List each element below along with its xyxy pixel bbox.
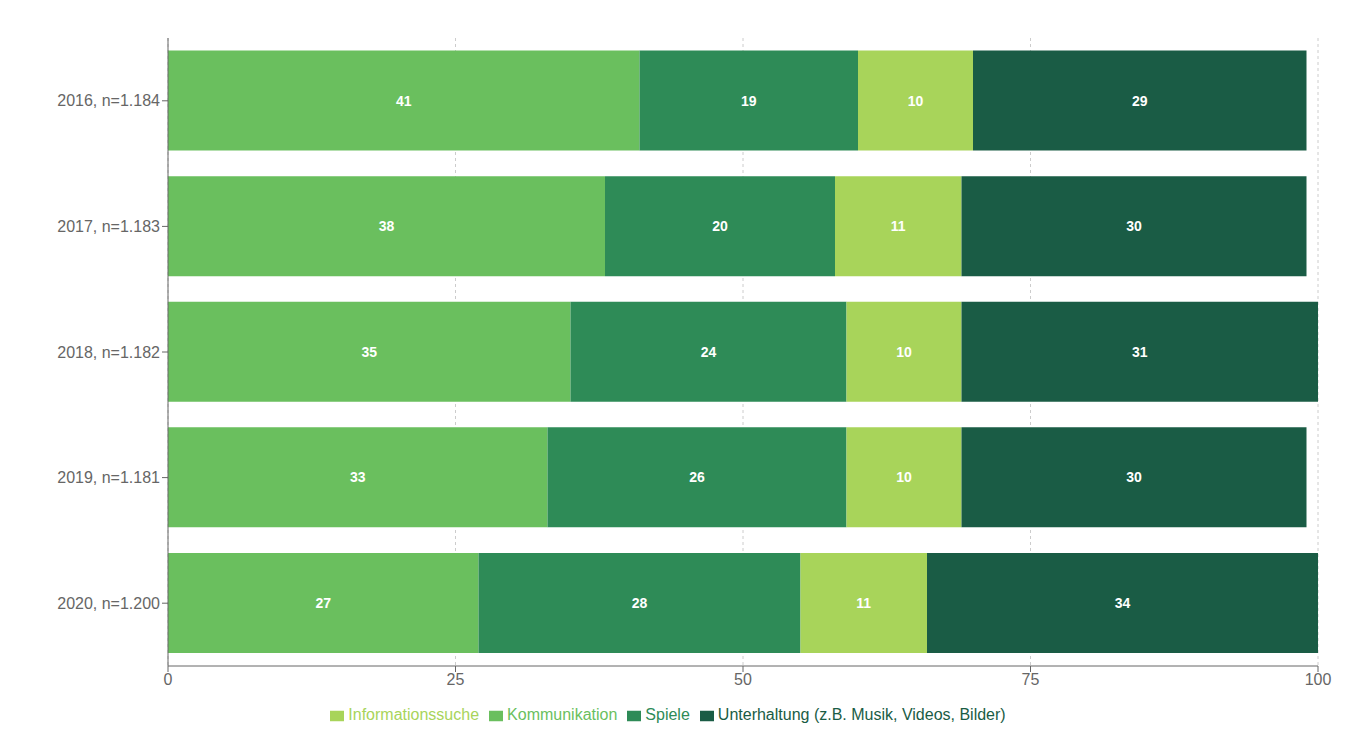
svg-text:25: 25 (447, 671, 465, 688)
svg-text:75: 75 (1022, 671, 1040, 688)
svg-text:100: 100 (1305, 671, 1332, 688)
svg-text:2020, n=1.200: 2020, n=1.200 (57, 595, 160, 612)
svg-text:50: 50 (734, 671, 752, 688)
svg-text:11: 11 (891, 218, 906, 234)
svg-text:20: 20 (712, 218, 728, 234)
svg-text:26: 26 (689, 469, 705, 485)
svg-text:33: 33 (350, 469, 366, 485)
svg-text:41: 41 (396, 93, 412, 109)
svg-text:29: 29 (1132, 93, 1148, 109)
svg-text:38: 38 (379, 218, 395, 234)
svg-text:10: 10 (896, 344, 912, 360)
svg-text:35: 35 (361, 344, 377, 360)
svg-text:30: 30 (1126, 218, 1142, 234)
svg-text:2018, n=1.182: 2018, n=1.182 (57, 344, 160, 361)
svg-text:2016, n=1.184: 2016, n=1.184 (57, 92, 160, 109)
svg-text:2019, n=1.181: 2019, n=1.181 (57, 469, 160, 486)
svg-text:11: 11 (856, 595, 871, 611)
svg-text:28: 28 (632, 595, 648, 611)
html-text:Spiele: Spiele (645, 706, 690, 723)
svg-text:24: 24 (701, 344, 717, 360)
svg-text:27: 27 (315, 595, 331, 611)
svg-text:2017, n=1.183: 2017, n=1.183 (57, 218, 160, 235)
svg-text:10: 10 (896, 469, 912, 485)
svg-text:0: 0 (164, 671, 173, 688)
svg-text:19: 19 (741, 93, 757, 109)
svg-text:10: 10 (908, 93, 924, 109)
svg-text:30: 30 (1126, 469, 1142, 485)
html-text:Informationssuche: Informationssuche (348, 706, 480, 723)
svg-text:34: 34 (1115, 595, 1131, 611)
svg-text:31: 31 (1132, 344, 1148, 360)
html-text:Unterhaltung (z.B. Musik, Vide: Unterhaltung (z.B. Musik, Videos, Bilder… (717, 706, 1006, 723)
html-text:Kommunikation: Kommunikation (507, 706, 618, 723)
